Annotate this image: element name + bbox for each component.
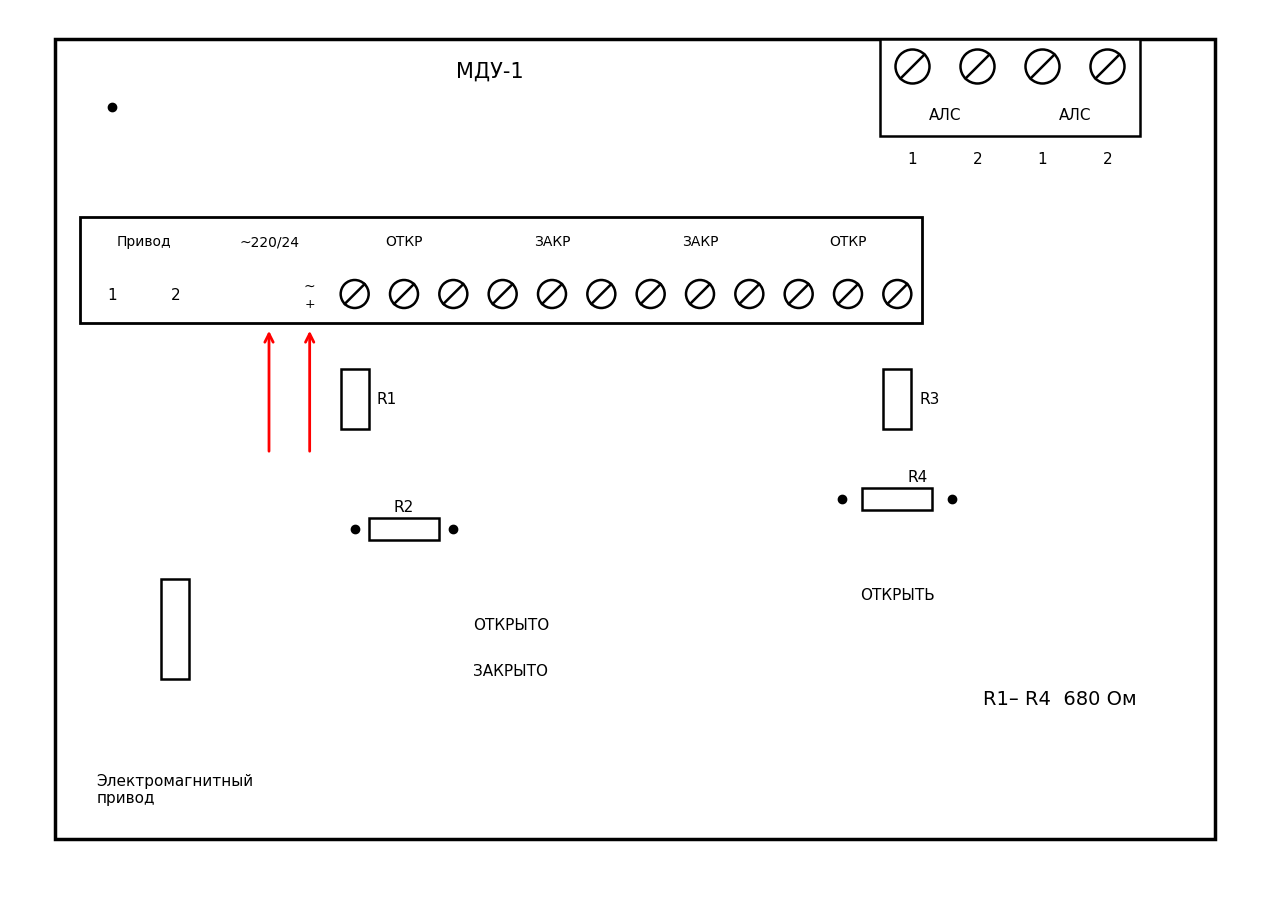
Circle shape (587, 281, 615, 309)
Text: ~: ~ (304, 280, 316, 293)
Text: R1: R1 (377, 392, 396, 407)
Text: ЗАКР: ЗАКР (682, 235, 719, 248)
Text: ЗАКРЫТО: ЗАКРЫТО (473, 664, 549, 679)
Bar (884, 369, 912, 430)
Text: МДУ-1: МДУ-1 (457, 62, 524, 82)
Bar (880, 40, 1140, 137)
Bar (161, 580, 189, 679)
Text: Электромагнитный
привод: Электромагнитный привод (96, 773, 253, 805)
Circle shape (390, 281, 418, 309)
Circle shape (340, 281, 368, 309)
Text: R3: R3 (920, 392, 940, 407)
Text: 1: 1 (107, 287, 116, 303)
Bar (55, 40, 1215, 839)
Text: ~220/24: ~220/24 (239, 235, 299, 248)
Text: +: + (304, 298, 315, 312)
Text: ОТКРЫТО: ОТКРЫТО (473, 617, 550, 632)
Text: 2: 2 (973, 152, 982, 166)
Circle shape (1026, 51, 1059, 84)
Circle shape (1091, 51, 1124, 84)
Text: 1: 1 (908, 152, 917, 166)
Circle shape (735, 281, 764, 309)
Text: R1– R4  680 Ом: R1– R4 680 Ом (984, 690, 1137, 709)
Text: ЗАКР: ЗАКР (533, 235, 570, 248)
Circle shape (895, 51, 930, 84)
Text: R2: R2 (394, 500, 414, 515)
Bar (370, 518, 439, 540)
Text: АЛС: АЛС (1059, 108, 1091, 124)
Circle shape (538, 281, 567, 309)
Text: Привод: Привод (116, 235, 171, 248)
Text: АЛС: АЛС (929, 108, 962, 124)
Circle shape (834, 281, 862, 309)
Text: ОТКР: ОТКР (385, 235, 423, 248)
Bar (81, 218, 922, 323)
Circle shape (961, 51, 995, 84)
Circle shape (637, 281, 665, 309)
Circle shape (686, 281, 714, 309)
Text: 2: 2 (171, 287, 180, 303)
Bar (340, 369, 368, 430)
Circle shape (489, 281, 517, 309)
Bar (862, 489, 932, 510)
Circle shape (884, 281, 912, 309)
Text: ОТКРЫТЬ: ОТКРЫТЬ (859, 587, 935, 601)
Text: 1: 1 (1037, 152, 1048, 166)
Circle shape (785, 281, 812, 309)
Circle shape (439, 281, 467, 309)
Text: ОТКР: ОТКР (829, 235, 867, 248)
Text: 2: 2 (1102, 152, 1113, 166)
Text: R4: R4 (907, 470, 927, 485)
